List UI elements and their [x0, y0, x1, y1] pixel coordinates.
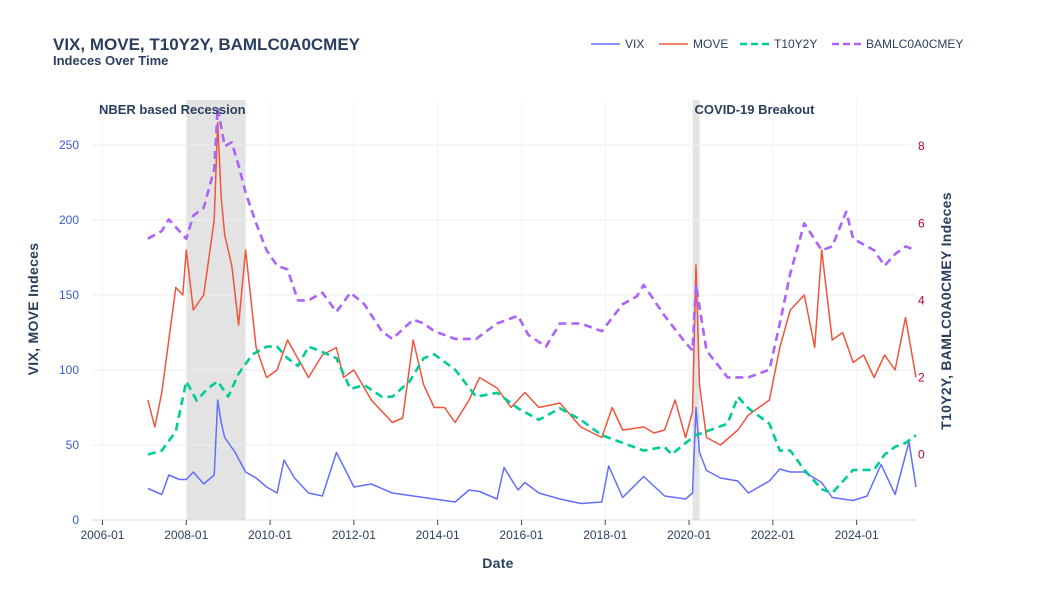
right-y-tick-label: 8 — [918, 139, 925, 153]
left-y-axis-title: VIX, MOVE Indeces — [25, 243, 41, 376]
right-y-tick-label: 6 — [918, 216, 925, 230]
left-y-tick-label: 0 — [72, 513, 79, 527]
annotations: NBER based Recession COVID-19 Breakout — [99, 102, 815, 117]
chart-title: VIX, MOVE, T10Y2Y, BAMLC0A0CMEY — [53, 35, 361, 54]
left-y-tick-label: 50 — [66, 438, 80, 452]
left-y-tick-label: 250 — [59, 138, 79, 152]
x-tick-label: 2016-01 — [499, 528, 543, 542]
left-y-tick-label: 150 — [59, 288, 79, 302]
right-y-tick-label: 2 — [918, 370, 925, 384]
legend-item-move[interactable]: MOVE — [659, 37, 728, 51]
legend-item-t10y2y[interactable]: T10Y2Y — [740, 37, 817, 51]
left-y-tick-label: 200 — [59, 213, 79, 227]
legend-label: T10Y2Y — [774, 37, 817, 51]
legend-label: MOVE — [693, 37, 728, 51]
x-axis-title: Date — [482, 555, 514, 571]
right-y-axis-title: T10Y2Y, BAMLC0A0CMEY Indeces — [938, 192, 954, 430]
grid-lines — [92, 100, 916, 520]
legend[interactable]: VIX MOVE T10Y2Y BAMLC0A0CMEY — [591, 37, 963, 51]
x-tick-label: 2024-01 — [835, 528, 879, 542]
x-tick-label: 2022-01 — [751, 528, 795, 542]
x-axis-ticks: 2006-01 2008-01 2010-01 2012-01 2014-01 2016-… — [80, 520, 879, 542]
x-tick-label: 2020-01 — [667, 528, 711, 542]
x-tick-label: 2010-01 — [248, 528, 292, 542]
left-y-axis-ticks: 0 50 100 150 200 250 — [59, 138, 79, 527]
x-tick-label: 2012-01 — [332, 528, 376, 542]
series-line-bamlc0a0cmey — [147, 106, 917, 379]
chart-subtitle: Indeces Over Time — [53, 53, 168, 68]
shaded-regions — [186, 100, 700, 520]
x-tick-label: 2006-01 — [80, 528, 124, 542]
legend-label: VIX — [625, 37, 644, 51]
x-tick-label: 2014-01 — [416, 528, 460, 542]
legend-item-bamlc0a0cmey[interactable]: BAMLC0A0CMEY — [832, 37, 963, 51]
right-y-axis-ticks: 0 2 4 6 8 — [918, 139, 925, 461]
left-y-tick-label: 100 — [59, 363, 79, 377]
series-line-vix — [147, 399, 917, 505]
legend-label: BAMLC0A0CMEY — [866, 37, 963, 51]
series-line-t10y2y — [147, 345, 917, 495]
series-layer — [147, 106, 917, 505]
shaded-region — [692, 100, 700, 520]
legend-item-vix[interactable]: VIX — [591, 37, 644, 51]
annotation-label: NBER based Recession — [99, 102, 246, 117]
right-y-tick-label: 0 — [918, 447, 925, 461]
series-line-move — [147, 121, 917, 446]
x-tick-label: 2018-01 — [583, 528, 627, 542]
annotation-label: COVID-19 Breakout — [695, 102, 816, 117]
x-tick-label: 2008-01 — [164, 528, 208, 542]
right-y-tick-label: 4 — [918, 293, 925, 307]
